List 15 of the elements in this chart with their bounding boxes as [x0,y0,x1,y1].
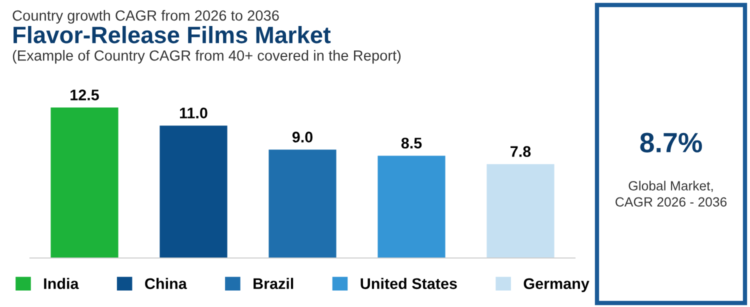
data-label: 12.5 [70,90,99,100]
data-label: 8.5 [401,138,422,149]
data-label: 7.8 [510,146,531,157]
data-label: 9.0 [292,132,312,142]
data-label: 11.0 [180,108,208,118]
text: Country growth CAGR from 2026 to 2036 [12,10,279,24]
legend-label: Brazil [254,278,294,290]
legend-label: United States [360,278,457,290]
text: 8.7% [640,132,702,152]
chart-title: Flavor-Release Films Market [14,26,331,44]
legend-label: India [44,278,79,290]
legend-label: Germany [524,278,590,292]
legend-label: China [145,278,187,290]
text: Global Market, CAGR 2026 - 2036 [616,180,727,207]
chart-subtitle: (Example of Country CAGR from 40+ covered in the Report) [12,50,401,64]
